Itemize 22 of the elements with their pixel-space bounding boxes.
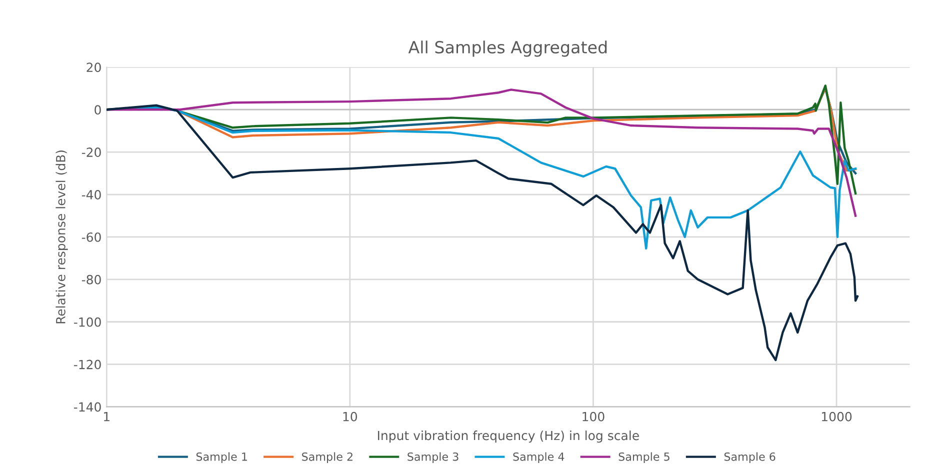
x-tick-label: 1000 xyxy=(822,412,852,422)
legend-label: Sample 1 xyxy=(196,452,247,463)
chart-title: All Samples Aggregated xyxy=(408,40,607,57)
x-axis-title: Input vibration frequency (Hz) in log scale xyxy=(378,430,639,443)
y-tick-label: -140 xyxy=(74,402,101,412)
legend-label: Sample 3 xyxy=(408,452,458,463)
y-tick-label: -100 xyxy=(74,317,101,327)
y-tick-label: 0 xyxy=(94,105,101,115)
legend-label: Sample 6 xyxy=(724,452,776,463)
y-tick-label: -20 xyxy=(82,148,101,157)
legend-label: Sample 2 xyxy=(302,452,352,463)
y-tick-label: -80 xyxy=(82,274,101,284)
x-tick-label: 100 xyxy=(582,412,604,422)
legend-label: Sample 4 xyxy=(513,452,564,463)
y-tick-label: 20 xyxy=(86,62,101,72)
y-tick-label: -120 xyxy=(74,360,101,370)
legend-label: Sample 5 xyxy=(618,452,670,463)
y-tick-label: -60 xyxy=(82,232,101,242)
x-tick-label: 10 xyxy=(343,412,358,422)
y-tick-label: -40 xyxy=(82,190,101,200)
x-tick-label: 1 xyxy=(104,412,110,422)
y-axis-title: Relative response level (dB) xyxy=(56,150,68,324)
